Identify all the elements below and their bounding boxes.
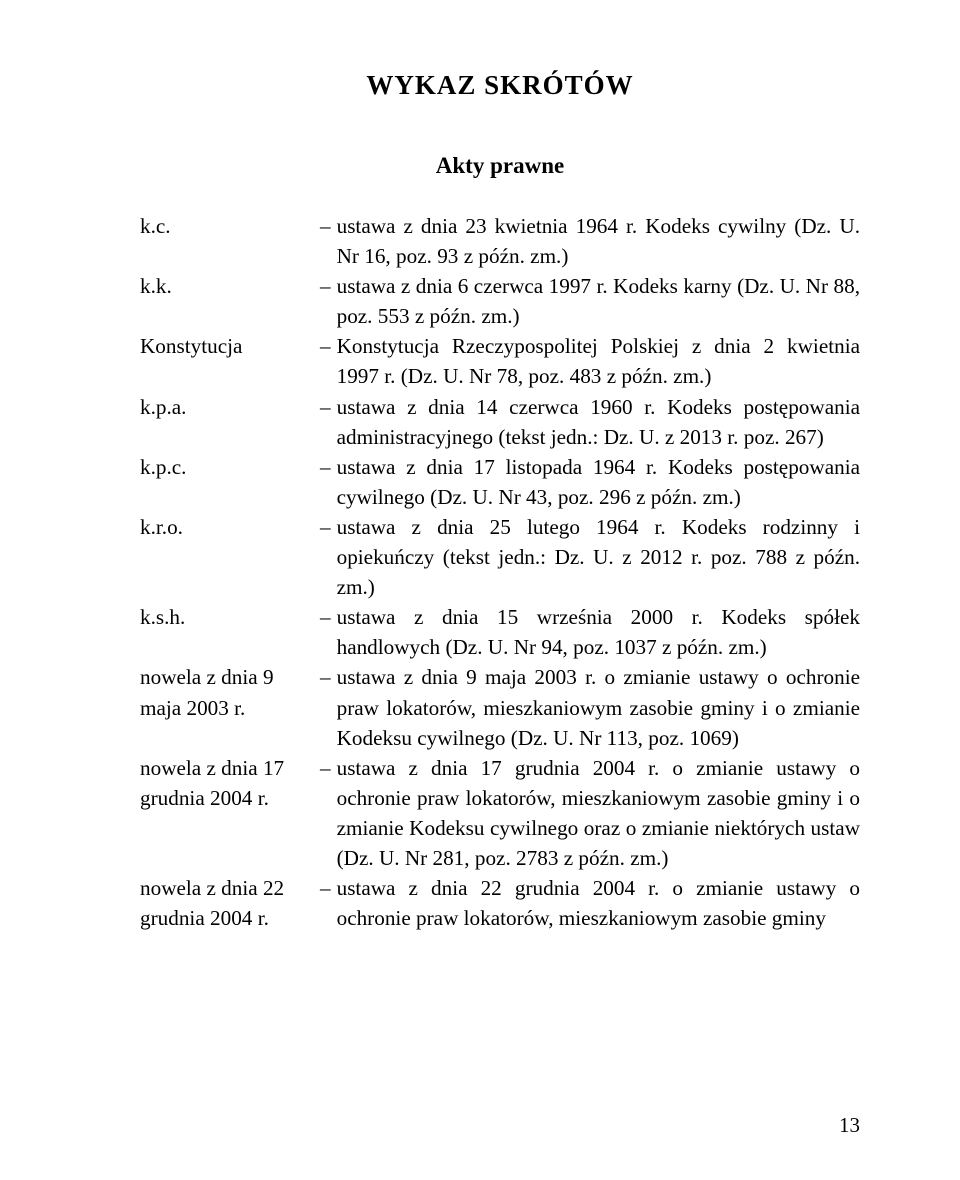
entry-row: Konstytucja – Konstytucja Rzeczypospolit… [140,331,860,391]
entry-row: k.p.a. – ustawa z dnia 14 czerwca 1960 r… [140,392,860,452]
entry-desc-wrap: – Konstytucja Rzeczypospolitej Polskiej … [320,331,860,391]
entry-key: nowela z dnia 17 grudnia 2004 r. [140,753,320,813]
entry-desc-wrap: – ustawa z dnia 15 września 2000 r. Kode… [320,602,860,662]
entry-row: nowela z dnia 17 grudnia 2004 r. – ustaw… [140,753,860,873]
entry-row: k.k. – ustawa z dnia 6 czerwca 1997 r. K… [140,271,860,331]
entry-desc-wrap: – ustawa z dnia 6 czerwca 1997 r. Kodeks… [320,271,860,331]
dash-icon: – [320,211,337,241]
section-subtitle: Akty prawne [140,153,860,179]
entry-row: k.s.h. – ustawa z dnia 15 września 2000 … [140,602,860,662]
entry-key: k.k. [140,271,320,301]
entry-desc: Konstytucja Rzeczypospolitej Polskiej z … [337,331,860,391]
entry-desc-wrap: – ustawa z dnia 23 kwietnia 1964 r. Kode… [320,211,860,271]
entry-key: k.p.a. [140,392,320,422]
entry-desc: ustawa z dnia 25 lutego 1964 r. Kodeks r… [337,512,860,602]
dash-icon: – [320,662,337,692]
entry-desc: ustawa z dnia 23 kwietnia 1964 r. Kodeks… [337,211,860,271]
entry-row: nowela z dnia 9 maja 2003 r. – ustawa z … [140,662,860,752]
entry-desc: ustawa z dnia 17 listopada 1964 r. Kodek… [337,452,860,512]
entry-key: k.s.h. [140,602,320,632]
entry-desc-wrap: – ustawa z dnia 9 maja 2003 r. o zmianie… [320,662,860,752]
entry-desc: ustawa z dnia 22 grudnia 2004 r. o zmian… [337,873,860,933]
entry-desc: ustawa z dnia 9 maja 2003 r. o zmianie u… [337,662,860,752]
entry-desc-wrap: – ustawa z dnia 17 listopada 1964 r. Kod… [320,452,860,512]
entry-key: k.p.c. [140,452,320,482]
entry-key: nowela z dnia 22 grudnia 2004 r. [140,873,320,933]
entry-row: nowela z dnia 22 grudnia 2004 r. – ustaw… [140,873,860,933]
entry-key: nowela z dnia 9 maja 2003 r. [140,662,320,722]
dash-icon: – [320,512,337,542]
dash-icon: – [320,331,337,361]
entry-desc: ustawa z dnia 6 czerwca 1997 r. Kodeks k… [337,271,860,331]
entry-row: k.r.o. – ustawa z dnia 25 lutego 1964 r.… [140,512,860,602]
dash-icon: – [320,392,337,422]
entries-list: k.c. – ustawa z dnia 23 kwietnia 1964 r.… [140,211,860,933]
entry-desc: ustawa z dnia 17 grudnia 2004 r. o zmian… [337,753,860,873]
entry-row: k.c. – ustawa z dnia 23 kwietnia 1964 r.… [140,211,860,271]
dash-icon: – [320,873,337,903]
dash-icon: – [320,602,337,632]
entry-desc: ustawa z dnia 14 czerwca 1960 r. Kodeks … [337,392,860,452]
entry-desc-wrap: – ustawa z dnia 17 grudnia 2004 r. o zmi… [320,753,860,873]
entry-key: k.c. [140,211,320,241]
entry-row: k.p.c. – ustawa z dnia 17 listopada 1964… [140,452,860,512]
entry-key: Konstytucja [140,331,320,361]
page-number: 13 [839,1113,860,1138]
dash-icon: – [320,452,337,482]
dash-icon: – [320,753,337,783]
entry-desc-wrap: – ustawa z dnia 25 lutego 1964 r. Kodeks… [320,512,860,602]
page-title: WYKAZ SKRÓTÓW [140,70,860,101]
dash-icon: – [320,271,337,301]
entry-desc-wrap: – ustawa z dnia 22 grudnia 2004 r. o zmi… [320,873,860,933]
entry-key: k.r.o. [140,512,320,542]
entry-desc: ustawa z dnia 15 września 2000 r. Kodeks… [337,602,860,662]
entry-desc-wrap: – ustawa z dnia 14 czerwca 1960 r. Kodek… [320,392,860,452]
